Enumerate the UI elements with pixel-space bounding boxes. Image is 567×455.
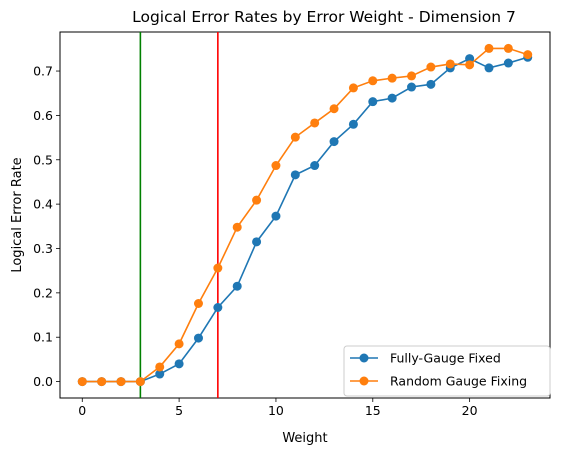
plot-area bbox=[59, 31, 551, 399]
legend-label-1: Random Gauge Fixing bbox=[390, 374, 527, 389]
x-tick-label: 15 bbox=[365, 403, 381, 418]
data-point-1-4 bbox=[155, 362, 165, 372]
data-point-0-18 bbox=[426, 79, 436, 89]
y-tick-label: 0.4 bbox=[33, 197, 53, 212]
legend-label-0: Fully-Gauge Fixed bbox=[390, 351, 501, 366]
data-point-1-9 bbox=[252, 195, 262, 205]
data-point-1-19 bbox=[445, 59, 455, 69]
x-tick-label: 0 bbox=[78, 403, 86, 418]
series-line-1 bbox=[82, 47, 528, 383]
x-axis-ticks: 0 5 10 15 20 bbox=[78, 398, 478, 418]
data-point-0-17 bbox=[407, 82, 417, 92]
data-point-0-8 bbox=[232, 281, 242, 291]
data-point-1-22 bbox=[503, 43, 513, 53]
data-point-0-15 bbox=[368, 97, 378, 107]
x-tick-label: 10 bbox=[268, 403, 284, 418]
y-tick-label: 0.3 bbox=[33, 241, 53, 256]
series-line-0 bbox=[82, 56, 528, 383]
legend-marker-1 bbox=[359, 376, 369, 386]
data-point-0-22 bbox=[503, 58, 513, 68]
data-point-0-11 bbox=[290, 170, 300, 180]
y-tick-label: 0.5 bbox=[33, 152, 53, 167]
y-tick-label: 0.1 bbox=[33, 330, 53, 345]
data-point-0-6 bbox=[193, 333, 203, 343]
y-tick-label: 0.7 bbox=[33, 64, 53, 79]
data-point-1-11 bbox=[290, 132, 300, 142]
x-axis-label: Weight bbox=[282, 431, 327, 446]
data-point-0-7 bbox=[213, 302, 223, 312]
legend: Fully-Gauge Fixed Random Gauge Fixing bbox=[343, 345, 551, 397]
data-point-0-14 bbox=[348, 119, 358, 129]
data-point-0-12 bbox=[310, 161, 320, 171]
data-point-0-20 bbox=[465, 54, 475, 64]
data-point-0-9 bbox=[252, 237, 262, 247]
data-point-1-14 bbox=[348, 83, 358, 93]
x-tick-label: 5 bbox=[175, 403, 183, 418]
data-point-1-15 bbox=[368, 76, 378, 86]
x-tick-label: 20 bbox=[462, 403, 478, 418]
data-point-1-0 bbox=[77, 377, 87, 387]
data-point-1-1 bbox=[97, 377, 107, 387]
vertical-lines bbox=[139, 32, 219, 398]
plot-frame bbox=[59, 31, 551, 399]
data-point-0-16 bbox=[387, 93, 397, 103]
data-point-1-20 bbox=[465, 60, 475, 70]
data-point-1-21 bbox=[484, 43, 494, 53]
data-point-1-7 bbox=[213, 263, 223, 273]
data-point-0-13 bbox=[329, 137, 339, 147]
data-point-1-10 bbox=[271, 161, 281, 171]
series-layer bbox=[77, 43, 533, 387]
data-point-1-17 bbox=[407, 71, 417, 81]
y-tick-label: 0.0 bbox=[33, 374, 53, 389]
chart-title: Logical Error Rates by Error Weight - Di… bbox=[132, 8, 516, 26]
data-point-1-2 bbox=[116, 377, 126, 387]
data-point-1-8 bbox=[232, 222, 242, 232]
data-point-1-3 bbox=[135, 377, 145, 387]
data-point-0-21 bbox=[484, 63, 494, 73]
data-point-1-13 bbox=[329, 104, 339, 114]
y-tick-label: 0.6 bbox=[33, 108, 53, 123]
legend-marker-0 bbox=[359, 353, 369, 363]
data-point-1-18 bbox=[426, 62, 436, 72]
data-point-1-16 bbox=[387, 73, 397, 83]
legend-box bbox=[343, 345, 551, 397]
data-point-0-10 bbox=[271, 211, 281, 221]
data-point-1-6 bbox=[193, 299, 203, 309]
y-axis-ticks: 0.0 0.1 0.2 0.3 0.4 0.5 0.6 0.7 bbox=[33, 64, 60, 389]
data-point-1-12 bbox=[310, 118, 320, 128]
y-tick-label: 0.2 bbox=[33, 285, 53, 300]
data-point-0-5 bbox=[174, 359, 184, 369]
data-point-0-4 bbox=[155, 369, 165, 379]
data-point-1-23 bbox=[523, 50, 533, 60]
y-axis-label: Logical Error Rate bbox=[10, 157, 25, 272]
data-point-1-5 bbox=[174, 339, 184, 349]
